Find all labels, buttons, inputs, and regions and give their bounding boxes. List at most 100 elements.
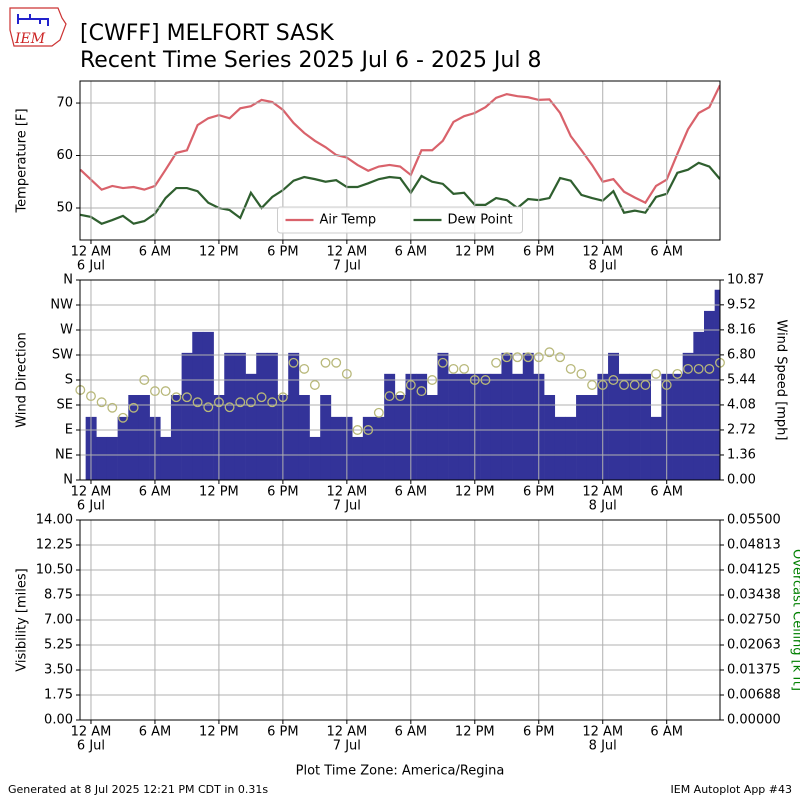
- bar: [234, 352, 246, 480]
- x-tick-label: 6 AM: [395, 725, 428, 740]
- bar: [266, 352, 278, 480]
- x-tick-label: 12 AM: [582, 485, 623, 500]
- point: [704, 363, 715, 374]
- point: [288, 357, 299, 368]
- y-tick-label: 0.00: [44, 713, 73, 728]
- y-tick-label: 50: [56, 200, 73, 215]
- y-tick-label: SW: [52, 348, 73, 363]
- bar: [608, 352, 620, 480]
- point: [565, 363, 576, 374]
- y-tick-label: 3.50: [44, 663, 73, 678]
- point: [192, 397, 203, 408]
- bar: [330, 416, 342, 480]
- x-tick-date: 6 Jul: [77, 739, 105, 754]
- point: [619, 380, 629, 390]
- point: [96, 397, 107, 408]
- point: [491, 357, 502, 368]
- x-tick-date: 8 Jul: [589, 499, 617, 514]
- x-tick-label: 6 PM: [523, 485, 554, 500]
- point: [149, 386, 160, 397]
- x-tick-label: 6 AM: [139, 485, 172, 500]
- bar: [352, 436, 364, 480]
- y2-tick-label: 0.00688: [727, 688, 781, 703]
- footer-left: Generated at 8 Jul 2025 12:21 PM CDT in …: [8, 783, 268, 796]
- bar: [138, 394, 150, 480]
- y-tick-label: 1.75: [44, 688, 73, 703]
- y-tick-label: SE: [57, 398, 73, 413]
- y2-axis-label: Wind Speed [mph]: [774, 320, 789, 441]
- bar: [245, 373, 257, 480]
- bar: [629, 373, 641, 480]
- point: [352, 425, 363, 435]
- y2-tick-label: 0.00000: [727, 713, 781, 728]
- x-axis-label: Plot Time Zone: America/Regina: [296, 764, 505, 779]
- point: [501, 352, 512, 363]
- point: [448, 363, 459, 374]
- y-tick-label: 7.00: [44, 613, 73, 628]
- bar: [586, 394, 598, 480]
- chart-title: [CWFF] MELFORT SASK: [80, 21, 334, 46]
- y2-tick-label: 1.36: [727, 447, 756, 462]
- point: [107, 402, 118, 413]
- x-tick-label: 12 AM: [326, 245, 367, 260]
- y-tick-label: N: [63, 273, 73, 288]
- y-tick-label: S: [65, 373, 73, 388]
- x-tick-label: 12 PM: [455, 725, 495, 740]
- point: [245, 397, 256, 408]
- point: [672, 368, 683, 379]
- point: [235, 397, 246, 408]
- point: [693, 363, 704, 374]
- x-tick-label: 6 PM: [523, 725, 554, 740]
- bar: [96, 436, 108, 480]
- y2-tick-label: 9.52: [727, 297, 756, 312]
- bar: [117, 416, 129, 480]
- x-tick-date: 7 Jul: [333, 499, 361, 514]
- x-tick-label: 12 AM: [71, 485, 112, 500]
- point: [171, 392, 182, 403]
- point: [320, 357, 331, 368]
- x-tick-label: 6 PM: [267, 725, 298, 740]
- point: [128, 402, 139, 413]
- x-tick-label: 6 PM: [267, 485, 298, 500]
- logo-text: IEM: [14, 31, 46, 47]
- y2-tick-label: 0.03438: [727, 588, 781, 603]
- point: [309, 380, 320, 390]
- bar: [618, 373, 630, 480]
- y-tick-label: E: [65, 423, 73, 438]
- bar: [160, 436, 172, 480]
- y2-tick-label: 10.87: [727, 273, 764, 288]
- axes-frame: [79, 279, 721, 481]
- bar: [693, 331, 705, 480]
- point: [544, 347, 555, 358]
- x-tick-label: 12 PM: [199, 725, 239, 740]
- bar: [181, 352, 193, 480]
- bar: [512, 373, 524, 480]
- x-tick-date: 8 Jul: [589, 259, 617, 274]
- point: [629, 380, 640, 390]
- point: [576, 368, 587, 379]
- bar: [288, 352, 300, 480]
- bar: [522, 352, 534, 480]
- y-axis-label: Wind Direction: [15, 332, 30, 428]
- bar: [576, 394, 588, 480]
- point: [587, 380, 598, 390]
- point: [203, 402, 214, 413]
- x-tick-label: 12 AM: [71, 245, 112, 260]
- point: [437, 357, 448, 368]
- bar: [309, 436, 321, 480]
- legend-box: [277, 206, 523, 234]
- point: [139, 375, 150, 385]
- x-tick-label: 6 PM: [267, 245, 298, 260]
- axes-frame: [79, 519, 721, 721]
- bar: [426, 394, 438, 480]
- y2-tick-label: 0.04813: [727, 538, 781, 553]
- y2-tick-label: 0.02750: [727, 613, 781, 628]
- x-tick-date: 7 Jul: [333, 259, 361, 274]
- point: [640, 380, 651, 390]
- bar: [298, 394, 310, 480]
- y-tick-label: 14.00: [36, 513, 73, 528]
- bar: [106, 436, 118, 480]
- plot-area: [80, 84, 720, 225]
- bar: [714, 289, 720, 480]
